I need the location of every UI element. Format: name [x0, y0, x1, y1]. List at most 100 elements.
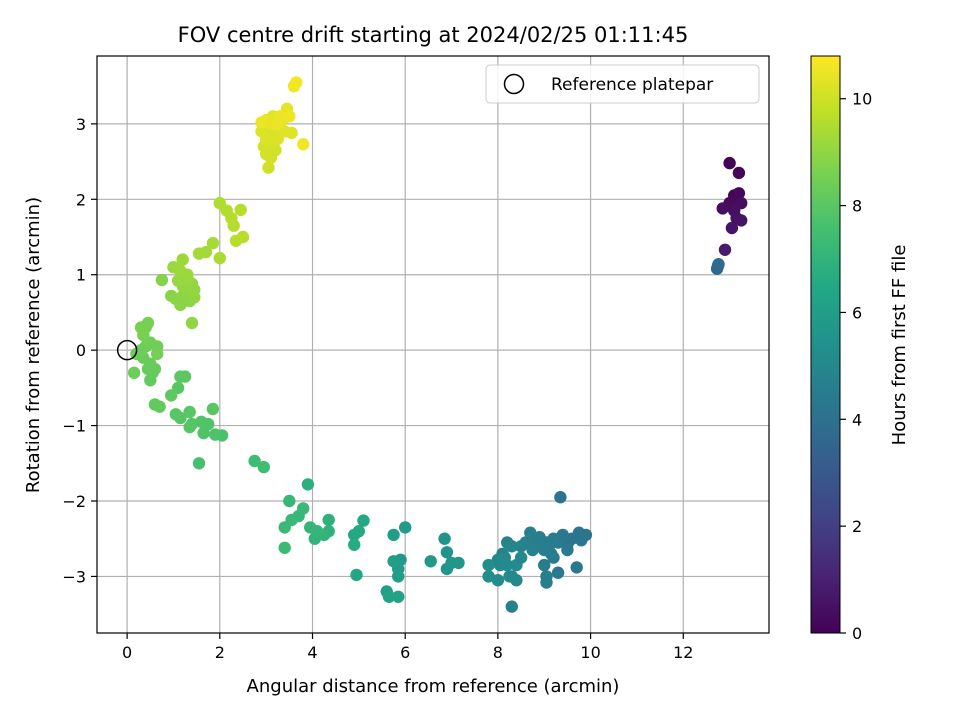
data-point: [273, 110, 287, 123]
x-tick-label: 10: [580, 643, 600, 662]
x-tick-label: 8: [493, 643, 503, 662]
data-point: [716, 202, 729, 215]
data-point: [735, 214, 748, 227]
data-point: [195, 415, 208, 428]
data-point: [551, 566, 565, 579]
data-point: [554, 491, 567, 504]
data-point: [225, 212, 238, 225]
data-point: [482, 570, 495, 583]
data-point: [438, 532, 451, 545]
data-point: [514, 551, 528, 564]
data-point: [547, 551, 560, 564]
data-point: [570, 561, 583, 574]
reference-platepar-marker: [116, 339, 138, 361]
data-point: [452, 556, 465, 570]
data-point: [260, 132, 273, 146]
data-point: [540, 576, 553, 589]
data-point: [127, 366, 141, 379]
colorbar-label: Hours from first FF file: [889, 245, 910, 446]
data-point: [134, 321, 148, 334]
data-point: [206, 236, 220, 250]
y-tick-label: −3: [62, 567, 86, 586]
y-axis-label: Rotation from reference (arcmin): [23, 197, 44, 493]
chart-title: FOV centre drift starting at 2024/02/25 …: [178, 23, 689, 47]
colorbar-tick-label: 2: [852, 517, 862, 536]
data-point: [206, 402, 220, 416]
data-point: [192, 457, 206, 470]
data-point: [538, 543, 551, 557]
data-point: [169, 408, 182, 421]
y-tick-label: −2: [62, 492, 86, 511]
colorbar-ticks: 0 2 4 6 8 10: [840, 90, 872, 643]
data-point: [283, 494, 296, 508]
data-point: [155, 273, 169, 287]
data-point: [505, 600, 518, 613]
data-point: [301, 478, 315, 491]
data-point: [248, 454, 261, 468]
data-point: [732, 187, 746, 200]
data-point: [348, 538, 361, 551]
data-point: [505, 570, 518, 583]
data-point: [297, 138, 310, 151]
data-point: [524, 526, 537, 539]
data-points: [127, 76, 748, 613]
y-tick-label: 1: [76, 266, 86, 285]
y-axis-ticks: −3 −2 −1 0 1 2 3: [62, 115, 97, 586]
data-point: [278, 521, 291, 534]
data-point: [304, 521, 317, 534]
data-point: [283, 110, 296, 123]
data-point: [322, 513, 335, 527]
legend: Reference platepar: [485, 64, 760, 104]
colorbar: 0 2 4 6 8 10 Hours from first FF file: [810, 55, 910, 643]
data-point: [387, 528, 400, 542]
data-point: [185, 316, 199, 330]
data-point: [171, 274, 185, 287]
plot-frame: [96, 55, 770, 634]
data-point: [285, 126, 298, 140]
data-point: [526, 543, 539, 557]
y-tick-label: 3: [76, 115, 86, 134]
colorbar-tick-label: 6: [852, 303, 862, 322]
data-point: [181, 268, 194, 281]
data-point: [382, 590, 396, 603]
data-point: [213, 251, 226, 265]
data-point: [575, 534, 588, 547]
colorbar-tick-label: 8: [852, 197, 862, 216]
colorbar-tick-label: 4: [852, 410, 862, 429]
data-point: [183, 405, 196, 419]
data-point: [561, 543, 574, 557]
data-point: [424, 555, 437, 568]
data-point: [151, 347, 164, 361]
y-tick-label: 2: [76, 190, 86, 209]
data-point: [387, 555, 400, 568]
data-point: [392, 570, 405, 583]
x-tick-label: 2: [215, 643, 225, 662]
data-point: [278, 541, 291, 554]
x-tick-label: 12: [673, 643, 693, 662]
data-point: [392, 590, 405, 603]
data-point: [491, 574, 505, 587]
data-point: [514, 540, 528, 553]
data-point: [350, 568, 363, 582]
y-tick-label: 0: [76, 341, 86, 360]
data-point: [440, 546, 454, 559]
data-point: [178, 370, 192, 383]
data-point: [482, 558, 495, 572]
legend-entry-reference-platepar: Reference platepar: [551, 75, 713, 95]
data-point: [297, 502, 310, 515]
data-point: [357, 514, 370, 527]
data-point: [199, 245, 213, 259]
data-point: [712, 258, 725, 271]
colorbar-gradient: [810, 55, 841, 634]
data-point: [236, 230, 250, 244]
data-point: [725, 221, 739, 235]
data-point: [501, 558, 514, 572]
x-axis-label: Angular distance from reference (arcmin): [247, 676, 620, 697]
data-point: [723, 156, 736, 170]
data-point: [255, 116, 268, 129]
data-point: [505, 540, 518, 553]
colorbar-tick-label: 10: [852, 90, 872, 109]
plot-area: [97, 56, 769, 633]
data-point: [209, 428, 222, 441]
